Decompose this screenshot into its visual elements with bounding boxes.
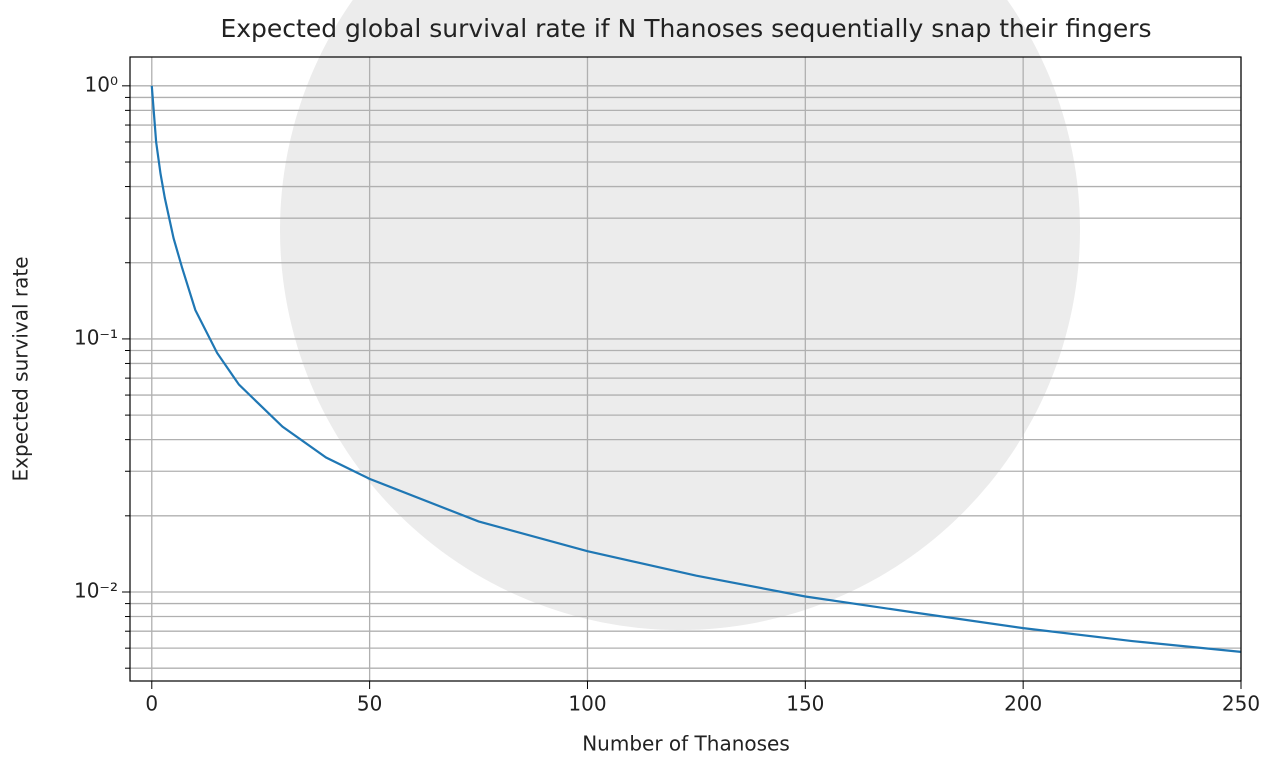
chart-title: Expected global survival rate if N Thano…: [220, 14, 1151, 43]
axes-frame: [129, 56, 1242, 682]
x-tick-label: 250: [1222, 692, 1260, 716]
x-tick-label: 100: [568, 692, 606, 716]
x-tick-label: 0: [145, 692, 158, 716]
y-tick-label: 10⁻¹: [74, 325, 118, 349]
y-axis-label: Expected survival rate: [9, 256, 33, 481]
y-tick-label: 10⁰: [85, 72, 118, 96]
x-axis-label: Number of Thanoses: [582, 732, 790, 756]
y-tick-label: 10⁻²: [74, 579, 118, 603]
x-tick-label: 200: [1004, 692, 1042, 716]
x-tick-label: 150: [786, 692, 824, 716]
x-tick-label: 50: [357, 692, 382, 716]
data-line: [150, 85, 1242, 653]
watermark: [280, 0, 1080, 630]
